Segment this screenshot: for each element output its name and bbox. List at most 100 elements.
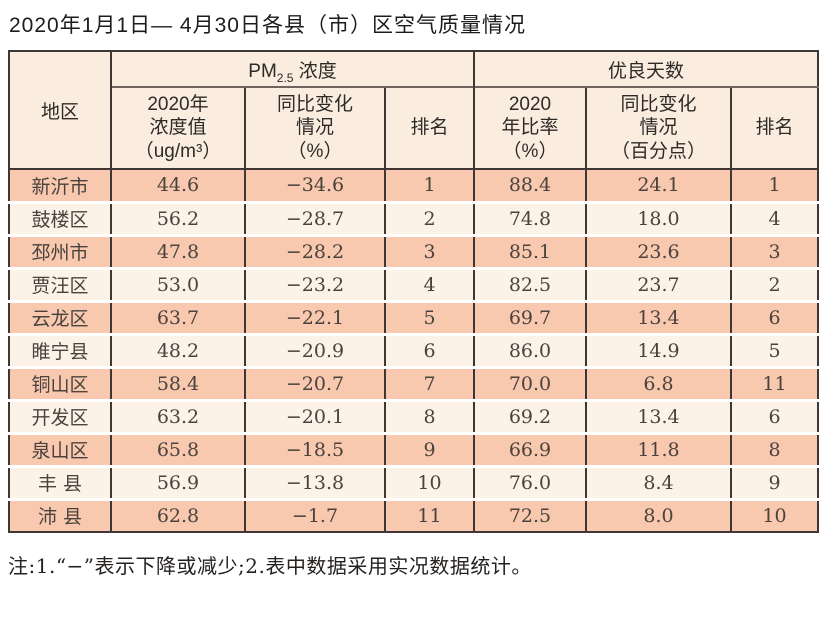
table-header: 地区 PM2.5 浓度 优良天数 2020年 浓度值 （ug/m³） 同比变化 … (8, 51, 819, 169)
cell-region: 邳州市 (8, 233, 111, 268)
cell-pm-change: −1.7 (244, 497, 385, 532)
cell-good-rate: 74.8 (473, 200, 586, 235)
cell-good-rank: 4 (729, 200, 819, 235)
cell-region: 泉山区 (8, 431, 111, 466)
column-group-good-days: 优良天数 (472, 51, 819, 87)
column-header-region: 地区 (8, 51, 111, 169)
table-row: 开发区 63.2 −20.1 8 69.2 13.4 6 (8, 398, 819, 433)
cell-pm-value: 56.9 (110, 464, 245, 499)
cell-good-change: 13.4 (585, 398, 731, 433)
cell-pm-rank: 7 (384, 365, 474, 400)
column-header-good-rank: 排名 (729, 86, 819, 169)
cell-pm-rank: 10 (384, 464, 474, 499)
column-group-pm25: PM2.5 浓度 (110, 51, 474, 87)
cell-good-change: 11.8 (585, 431, 731, 466)
cell-pm-value: 62.8 (110, 497, 245, 532)
cell-good-rank: 1 (729, 168, 819, 202)
cell-region: 睢宁县 (8, 332, 111, 367)
column-header-good-rate: 2020 年比率 （%） (473, 86, 586, 169)
cell-pm-change: −28.2 (244, 233, 385, 268)
cell-good-change: 6.8 (585, 365, 731, 400)
cell-good-change: 8.4 (585, 464, 731, 499)
table-row: 铜山区 58.4 −20.7 7 70.0 6.8 11 (8, 365, 819, 400)
cell-region: 丰 县 (8, 464, 111, 499)
cell-good-rank: 8 (729, 431, 819, 466)
table-row: 邳州市 47.8 −28.2 3 85.1 23.6 3 (8, 233, 819, 268)
cell-good-rank: 10 (729, 497, 819, 532)
cell-good-change: 23.6 (585, 233, 731, 268)
cell-good-change: 14.9 (585, 332, 731, 367)
cell-region: 开发区 (8, 398, 111, 433)
cell-good-rank: 9 (729, 464, 819, 499)
cell-pm-value: 65.8 (110, 431, 245, 466)
column-header-pm-rank: 排名 (384, 86, 474, 169)
group-header-row: 地区 PM2.5 浓度 优良天数 (8, 51, 819, 169)
table-row: 贾汪区 53.0 −23.2 4 82.5 23.7 2 (8, 266, 819, 301)
cell-pm-rank: 8 (384, 398, 474, 433)
cell-pm-change: −23.2 (244, 266, 385, 301)
table-body: 新沂市 44.6 −34.6 1 88.4 24.1 1 鼓楼区 56.2 −28.7 2 74.8 1… (8, 168, 819, 532)
table-row: 新沂市 44.6 −34.6 1 88.4 24.1 1 (8, 168, 819, 202)
cell-pm-rank: 2 (384, 200, 474, 235)
cell-pm-value: 47.8 (110, 233, 245, 268)
cell-pm-change: −20.1 (244, 398, 385, 433)
cell-pm-change: −28.7 (244, 200, 385, 235)
table-row: 鼓楼区 56.2 −28.7 2 74.8 18.0 4 (8, 200, 819, 235)
cell-region: 铜山区 (8, 365, 111, 400)
cell-pm-change: −34.6 (244, 168, 385, 202)
page-title: 2020年1月1日— 4月30日各县（市）区空气质量情况 (9, 14, 526, 37)
cell-good-rate: 69.7 (473, 299, 586, 334)
cell-pm-change: −13.8 (244, 464, 385, 499)
cell-good-change: 18.0 (585, 200, 731, 235)
cell-good-change: 8.0 (585, 497, 731, 532)
cell-pm-change: −22.1 (244, 299, 385, 334)
cell-pm-value: 53.0 (110, 266, 245, 301)
cell-good-rate: 76.0 (473, 464, 586, 499)
pm25-label-prefix: PM (248, 60, 277, 82)
cell-good-rate: 70.0 (473, 365, 586, 400)
cell-good-rank: 2 (729, 266, 819, 301)
cell-region: 贾汪区 (8, 266, 111, 301)
footnote: 注:1.“−”表示下降或减少;2.表中数据采用实况数据统计。 (8, 554, 532, 578)
cell-good-rank: 11 (729, 365, 819, 400)
cell-pm-change: −20.7 (244, 365, 385, 400)
cell-good-rate: 66.9 (473, 431, 586, 466)
cell-good-rate: 82.5 (473, 266, 586, 301)
table-row: 云龙区 63.7 −22.1 5 69.7 13.4 6 (8, 299, 819, 334)
pm25-label-subscript: 2.5 (276, 70, 294, 85)
cell-good-rate: 72.5 (473, 497, 586, 532)
table-row: 睢宁县 48.2 −20.9 6 86.0 14.9 5 (8, 332, 819, 367)
cell-good-rate: 85.1 (473, 233, 586, 268)
cell-pm-value: 58.4 (110, 365, 245, 400)
cell-pm-rank: 4 (384, 266, 474, 301)
air-quality-table: 地区 PM2.5 浓度 优良天数 2020年 浓度值 （ug/m³） 同比变化 … (8, 50, 820, 533)
table-row: 泉山区 65.8 −18.5 9 66.9 11.8 8 (8, 431, 819, 466)
cell-good-change: 23.7 (585, 266, 731, 301)
cell-pm-rank: 9 (384, 431, 474, 466)
cell-good-rate: 88.4 (473, 168, 586, 202)
cell-pm-change: −18.5 (244, 431, 385, 466)
cell-good-rank: 3 (729, 233, 819, 268)
cell-good-rank: 5 (729, 332, 819, 367)
cell-good-change: 24.1 (585, 168, 731, 202)
cell-good-rank: 6 (729, 299, 819, 334)
cell-good-rate: 69.2 (473, 398, 586, 433)
cell-good-rate: 86.0 (473, 332, 586, 367)
cell-region: 云龙区 (8, 299, 111, 334)
cell-pm-value: 56.2 (110, 200, 245, 235)
cell-pm-rank: 1 (384, 168, 474, 202)
cell-pm-rank: 6 (384, 332, 474, 367)
cell-pm-value: 44.6 (110, 168, 245, 202)
cell-region: 鼓楼区 (8, 200, 111, 235)
cell-pm-value: 48.2 (110, 332, 245, 367)
cell-pm-rank: 11 (384, 497, 474, 532)
pm25-label-suffix: 浓度 (293, 60, 337, 82)
sub-header-row: 2020年 浓度值 （ug/m³） 同比变化 情况 （%） 排名 2020 年比… (9, 86, 819, 169)
column-header-good-change: 同比变化 情况 （百分点） (585, 86, 731, 169)
column-header-pm-change: 同比变化 情况 （%） (244, 86, 385, 169)
cell-pm-value: 63.7 (110, 299, 245, 334)
cell-pm-rank: 3 (384, 233, 474, 268)
cell-region: 新沂市 (8, 168, 111, 202)
column-header-pm-value: 2020年 浓度值 （ug/m³） (110, 86, 245, 169)
